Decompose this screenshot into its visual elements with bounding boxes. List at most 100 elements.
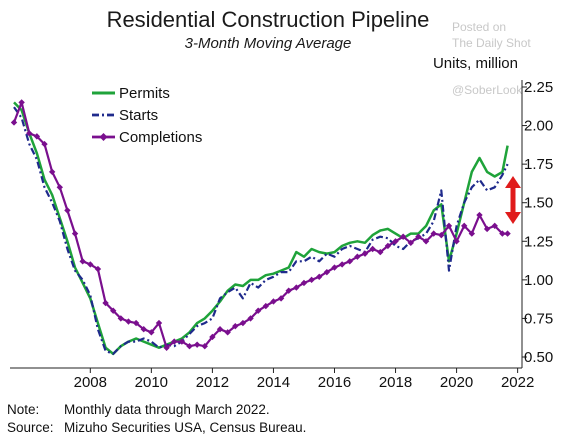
y-axis-label: Units, million — [433, 55, 518, 72]
completions-point — [247, 315, 254, 322]
completions-point — [171, 338, 178, 345]
completions-point — [163, 344, 170, 351]
completions-point — [26, 130, 33, 137]
completions-point — [209, 333, 216, 341]
y-tick-label: 1.50 — [524, 195, 553, 212]
completions-point — [148, 329, 155, 336]
completions-point — [453, 238, 460, 245]
chart-title: Residential Construction Pipeline — [107, 7, 430, 32]
x-tick-label: 2014 — [257, 374, 290, 391]
completions-point — [346, 258, 353, 265]
y-tick-label: 0.50 — [524, 349, 553, 366]
completions-point — [483, 225, 491, 233]
completions-point — [94, 265, 102, 273]
completions-point — [308, 276, 315, 284]
y-ticks: 0.50 0.75 1.00 1.25 1.50 1.75 2.00 2.25 — [522, 79, 553, 366]
completions-point — [384, 242, 392, 250]
completions-point — [438, 231, 445, 239]
completions-point — [71, 230, 79, 237]
gap-arrow-head-down — [505, 212, 521, 224]
y-tick-label: 2.00 — [524, 118, 553, 135]
completions-point — [254, 307, 262, 314]
source-text: Mizuho Securities USA, Census Bureau. — [64, 420, 307, 435]
completions-point — [270, 298, 277, 305]
x-tick-label: 2016 — [318, 374, 351, 391]
completions-point — [323, 268, 331, 276]
completions-point — [430, 230, 437, 237]
completions-point — [422, 238, 430, 245]
completions-point — [178, 338, 186, 345]
y-tick-label: 1.00 — [524, 272, 553, 289]
completions-point — [186, 343, 193, 350]
legend-label-completions: Completions — [119, 129, 202, 146]
completions-point — [110, 307, 117, 314]
completions-point — [232, 322, 239, 330]
completions-point — [239, 319, 247, 327]
watermark: Posted on The Daily Shot @SoberLook — [452, 20, 531, 97]
watermark-line-3: @SoberLook — [452, 83, 523, 97]
y-tick-label: 2.25 — [524, 79, 553, 96]
x-ticks: 2008 2010 2012 2014 2016 2018 2020 2022 — [74, 368, 534, 391]
series-line-starts — [13, 106, 509, 355]
legend-label-starts: Starts — [119, 107, 158, 124]
y-tick-label: 0.75 — [524, 310, 553, 327]
completions-point — [361, 250, 369, 257]
completions-point — [468, 230, 476, 237]
legend-label-permits: Permits — [119, 85, 170, 102]
legend-marker-completions — [99, 133, 108, 141]
completions-point — [79, 258, 86, 265]
source-line: Source: Mizuho Securities USA, Census Bur… — [7, 420, 306, 435]
completions-point — [216, 326, 224, 333]
completions-point — [415, 233, 422, 240]
completions-point — [392, 238, 399, 245]
completions-point — [155, 319, 163, 327]
completions-point — [377, 248, 384, 256]
x-tick-label: 2012 — [196, 374, 229, 391]
completions-point — [504, 230, 511, 237]
note-label: Note: — [7, 402, 40, 417]
completions-point — [193, 341, 201, 348]
completions-point — [300, 279, 308, 287]
completions-point — [331, 264, 338, 271]
legend: Permits Starts Completions — [92, 85, 202, 146]
completions-point — [33, 133, 41, 140]
x-tick-label: 2022 — [501, 374, 534, 391]
completions-point — [369, 245, 376, 253]
completions-point — [224, 329, 231, 336]
gap-arrow-head-up — [505, 176, 521, 188]
completions-point — [140, 326, 147, 333]
series-group — [10, 99, 511, 356]
completions-point — [407, 239, 414, 247]
source-label: Source: — [7, 420, 54, 435]
completions-point — [41, 140, 48, 148]
completions-point — [18, 99, 25, 106]
completions-point — [10, 119, 18, 126]
completions-point — [64, 207, 71, 214]
watermark-line-2: The Daily Shot — [452, 36, 531, 50]
y-tick-label: 1.25 — [524, 233, 553, 250]
note-text: Monthly data through March 2022. — [64, 402, 270, 417]
completions-point — [125, 318, 132, 325]
completions-point — [354, 253, 361, 260]
completions-point — [48, 168, 56, 176]
completions-point — [316, 273, 323, 280]
x-tick-label: 2008 — [74, 374, 107, 391]
chart-subtitle: 3-Month Moving Average — [185, 35, 352, 52]
completions-point — [476, 211, 483, 219]
completions-point — [56, 184, 63, 191]
completions-point — [87, 261, 94, 268]
x-tick-label: 2020 — [440, 374, 473, 391]
completions-point — [461, 222, 468, 230]
x-tick-label: 2010 — [135, 374, 168, 391]
plot-area: 2008 2010 2012 2014 2016 2018 2020 2022 0.50 0.7… — [10, 79, 553, 391]
series-line-permits — [13, 101, 509, 356]
gap-arrow — [505, 176, 521, 224]
completions-point — [399, 233, 407, 240]
note-line: Note: Monthly data through March 2022. — [7, 402, 270, 417]
completions-point — [201, 343, 208, 350]
completions-point — [491, 222, 498, 230]
completions-point — [132, 319, 140, 327]
completions-point — [445, 222, 453, 230]
completions-point — [262, 302, 270, 310]
watermark-line-1: Posted on — [452, 20, 506, 34]
